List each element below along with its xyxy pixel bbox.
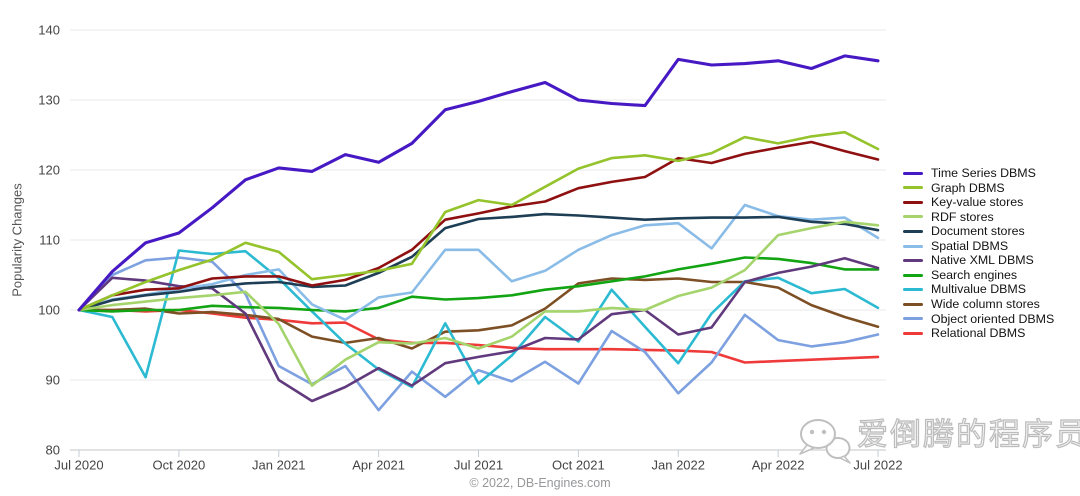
series-line-multivalue-dbms	[77, 249, 880, 389]
legend-swatch-icon	[903, 200, 923, 204]
legend-swatch-icon	[903, 302, 923, 306]
legend-item-document-stores[interactable]: Document stores	[903, 224, 1054, 239]
legend-swatch-icon	[903, 317, 923, 321]
legend-item-rdf-stores[interactable]: RDF stores	[903, 210, 1054, 225]
wechat-icon	[799, 419, 851, 464]
legend-item-label: Relational DBMS	[931, 326, 1026, 341]
legend-swatch-icon	[903, 259, 923, 263]
x-tick-label: Apr 2021	[352, 458, 405, 473]
legend-swatch-icon	[903, 229, 923, 233]
series-line-document-stores	[77, 212, 880, 312]
series-line-key-value-stores	[77, 140, 880, 312]
y-axis-title: Popularity Changes	[9, 183, 25, 297]
legend-item-relational-dbms[interactable]: Relational DBMS	[903, 326, 1054, 341]
x-tick-label: Jan 2022	[652, 458, 706, 473]
legend-item-spatial-dbms[interactable]: Spatial DBMS	[903, 239, 1054, 254]
series-line-native-xml-dbms	[77, 256, 880, 403]
wechat-eye-left	[809, 429, 815, 435]
x-tick-label: Jan 2021	[252, 458, 306, 473]
wechat-eye-right	[821, 429, 827, 435]
series-line-relational-dbms	[77, 308, 880, 364]
legend-swatch-icon	[903, 273, 923, 277]
legend-item-label: RDF stores	[931, 209, 994, 224]
legend-item-label: Spatial DBMS	[931, 238, 1009, 253]
series-line-search-engines	[77, 256, 880, 313]
legend-item-search-engines[interactable]: Search engines	[903, 268, 1054, 283]
legend-item-multivalue-dbms[interactable]: Multivalue DBMS	[903, 282, 1054, 297]
legend-item-time-series-dbms[interactable]: Time Series DBMS	[903, 166, 1054, 181]
legend-swatch-icon	[903, 288, 923, 292]
y-tick-label: 120	[38, 163, 60, 178]
watermark: 爱倒腾的程序员	[797, 416, 1080, 467]
legend-item-label: Wide column stores	[931, 296, 1040, 311]
legend-swatch-icon	[903, 244, 923, 248]
y-tick-label: 100	[38, 303, 60, 318]
legend-item-wide-column-stores[interactable]: Wide column stores	[903, 297, 1054, 312]
series-line-object-oriented-dbms	[77, 256, 880, 412]
x-tick-label: Jul 2021	[454, 458, 503, 473]
y-tick-label: 80	[46, 443, 60, 458]
series-line-spatial-dbms	[77, 203, 880, 322]
legend-item-label: Search engines	[931, 267, 1018, 282]
series-line-time-series-dbms	[77, 54, 880, 312]
y-tick-label: 110	[39, 233, 60, 248]
legend-swatch-icon	[903, 171, 923, 175]
legend-item-label: Object oriented DBMS	[931, 311, 1055, 326]
copyright-note: © 2022, DB-Engines.com	[469, 476, 611, 490]
y-tick-label: 90	[46, 373, 60, 388]
legend-item-label: Multivalue DBMS	[931, 282, 1027, 297]
x-tick-label: Jul 2022	[853, 458, 902, 473]
watermark-text: 爱倒腾的程序员	[856, 416, 1080, 452]
legend-item-label: Key-value stores	[931, 195, 1024, 210]
series-line-rdf-stores	[77, 220, 880, 387]
legend-swatch-icon	[903, 215, 923, 219]
legend-swatch-icon	[903, 186, 923, 190]
legend-item-graph-dbms[interactable]: Graph DBMS	[903, 181, 1054, 196]
series-line-graph-dbms	[77, 130, 880, 312]
legend: Time Series DBMS Graph DBMS Key-value stor…	[903, 166, 1054, 341]
x-tick-label: Oct 2020	[152, 458, 205, 473]
legend-item-native-xml-dbms[interactable]: Native XML DBMS	[903, 253, 1054, 268]
legend-item-label: Document stores	[931, 224, 1025, 239]
x-tick-label: Oct 2021	[552, 458, 605, 473]
y-tick-label: 140	[38, 23, 60, 38]
legend-item-label: Graph DBMS	[931, 180, 1005, 195]
legend-item-label: Time Series DBMS	[931, 166, 1036, 181]
legend-item-key-value-stores[interactable]: Key-value stores	[903, 195, 1054, 210]
x-tick-label: Jul 2020	[54, 458, 103, 473]
legend-swatch-icon	[903, 331, 923, 335]
legend-item-label: Native XML DBMS	[931, 253, 1034, 268]
legend-item-object-oriented-dbms[interactable]: Object oriented DBMS	[903, 311, 1054, 326]
x-tick-label: Apr 2022	[752, 458, 805, 473]
y-tick-label: 130	[38, 93, 60, 108]
